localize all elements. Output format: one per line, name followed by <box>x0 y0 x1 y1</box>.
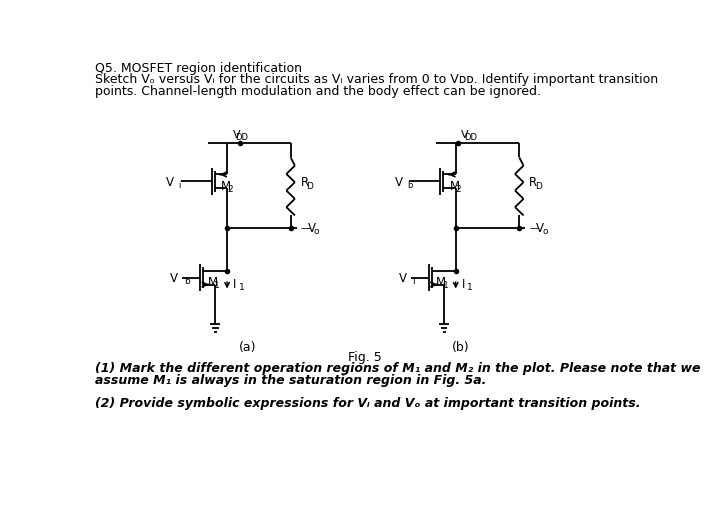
Text: 1: 1 <box>214 280 220 289</box>
Text: 2: 2 <box>456 184 461 193</box>
Text: M: M <box>207 275 218 288</box>
Text: —: — <box>301 223 310 233</box>
Text: (b): (b) <box>452 341 470 353</box>
Text: —: — <box>529 223 539 233</box>
Text: Sketch Vₒ versus Vᵢ for the circuits as Vᵢ varies from 0 to Vᴅᴅ. Identify import: Sketch Vₒ versus Vᵢ for the circuits as … <box>96 73 658 86</box>
Text: (2) Provide symbolic expressions for Vᵢ and Vₒ at important transition points.: (2) Provide symbolic expressions for Vᵢ … <box>96 396 641 409</box>
Text: R: R <box>301 176 309 188</box>
Text: o: o <box>314 227 319 236</box>
Text: D: D <box>306 181 313 190</box>
Text: b: b <box>184 277 190 286</box>
Text: i: i <box>412 277 415 286</box>
Text: M: M <box>221 179 231 192</box>
Text: DD: DD <box>235 133 248 142</box>
Text: I: I <box>462 278 466 291</box>
Text: I: I <box>233 278 237 291</box>
Text: (a): (a) <box>240 341 257 353</box>
Text: Q5. MOSFET region identification: Q5. MOSFET region identification <box>96 62 302 75</box>
Text: R: R <box>529 176 538 188</box>
Text: V: V <box>308 222 316 235</box>
Text: V: V <box>170 272 178 284</box>
Text: 2: 2 <box>227 184 232 193</box>
Text: 1: 1 <box>467 283 473 292</box>
Text: o: o <box>543 227 548 236</box>
Text: V: V <box>232 129 240 139</box>
Text: assume M₁ is always in the saturation region in Fig. 5a.: assume M₁ is always in the saturation re… <box>96 373 487 386</box>
Text: M: M <box>436 275 446 288</box>
Text: V: V <box>536 222 544 235</box>
Text: DD: DD <box>464 133 477 142</box>
Text: D: D <box>535 181 542 190</box>
Text: V: V <box>399 272 407 284</box>
Text: M: M <box>449 179 460 192</box>
Text: V: V <box>395 176 403 188</box>
Text: (1) Mark the different operation regions of M₁ and M₂ in the plot. Please note t: (1) Mark the different operation regions… <box>96 362 701 375</box>
Text: b: b <box>407 181 412 189</box>
Text: V: V <box>461 129 469 139</box>
Text: points. Channel-length modulation and the body effect can be ignored.: points. Channel-length modulation and th… <box>96 85 541 98</box>
Text: Fig. 5: Fig. 5 <box>348 350 382 363</box>
Text: V: V <box>166 176 175 188</box>
Text: i: i <box>178 181 180 189</box>
Text: 1: 1 <box>239 283 245 292</box>
Text: 1: 1 <box>443 280 448 289</box>
